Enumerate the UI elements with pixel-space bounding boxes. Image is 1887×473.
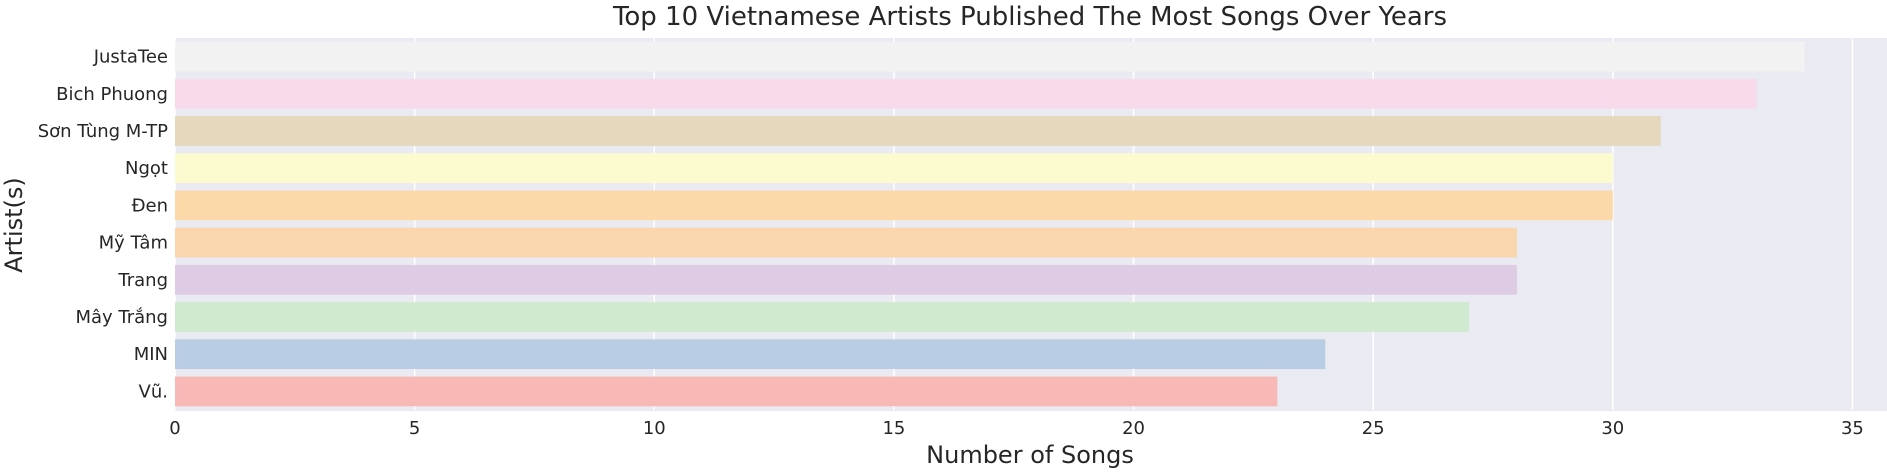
- x-tick-label: 5: [409, 418, 420, 439]
- x-axis-label: Number of Songs: [926, 441, 1134, 469]
- category-label: JustaTee: [93, 47, 168, 68]
- bar: [175, 302, 1470, 332]
- x-tick-label: 0: [169, 418, 180, 439]
- x-tick-label: 15: [882, 418, 905, 439]
- x-tick-label: 35: [1841, 418, 1864, 439]
- category-label: Mỹ Tâm: [99, 233, 168, 254]
- bar: [175, 227, 1517, 258]
- x-tick-label: 20: [1122, 418, 1145, 439]
- x-tick-label: 25: [1362, 418, 1385, 439]
- category-label: Sơn Tùng M-TP: [38, 121, 168, 142]
- bar: [175, 41, 1805, 72]
- x-tick-label: 10: [643, 418, 666, 439]
- bar: [175, 190, 1613, 221]
- category-label: Mây Trắng: [75, 307, 168, 328]
- bar: [175, 78, 1757, 109]
- y-axis-label: Artist(s): [0, 177, 28, 273]
- bar: [175, 153, 1613, 184]
- bar: [175, 116, 1661, 146]
- category-label: Bich Phuong: [56, 84, 168, 105]
- category-label: MIN: [134, 344, 168, 365]
- category-label: Đen: [132, 195, 168, 216]
- chart-title: Top 10 Vietnamese Artists Published The …: [612, 2, 1447, 32]
- category-labels: JustaTee Bich Phuong Sơn Tùng M-TP Ngọt Đen M…: [38, 47, 168, 403]
- bars: [175, 41, 1805, 407]
- bar: [175, 339, 1326, 370]
- x-tick-label: 30: [1601, 418, 1624, 439]
- category-label: Vũ.: [139, 381, 168, 402]
- x-tick-labels: 0 5 10 15 20 25 30 35: [169, 418, 1864, 439]
- bar: [175, 264, 1517, 295]
- category-label: Ngọt: [125, 158, 168, 179]
- bar: [175, 376, 1278, 407]
- category-label: Trang: [117, 270, 168, 291]
